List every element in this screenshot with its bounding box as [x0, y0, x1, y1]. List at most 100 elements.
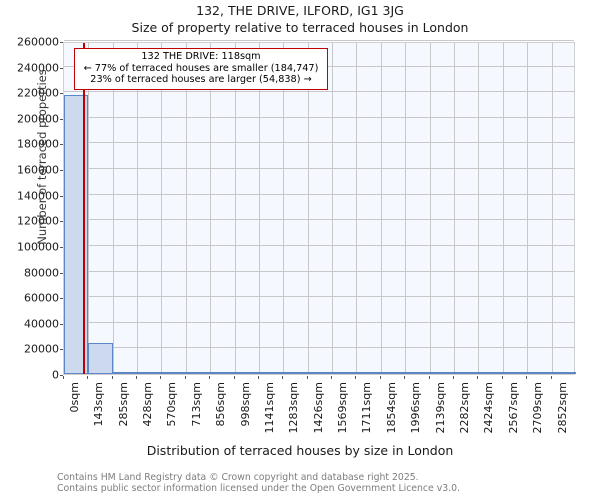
bar: [380, 372, 406, 374]
property-marker-line: [83, 43, 86, 374]
gridline-horizontal: [64, 91, 574, 93]
x-tick-mark: [282, 376, 284, 379]
y-tick-label: 160000: [17, 163, 59, 177]
gridline-horizontal: [64, 296, 574, 298]
gridline-vertical: [137, 43, 139, 374]
x-tick-label: 713sqm: [189, 382, 203, 427]
y-tick-label: 0: [52, 368, 59, 382]
y-tick-mark: [60, 93, 63, 95]
gridline-horizontal: [64, 168, 574, 170]
gridline-vertical: [307, 43, 309, 374]
attribution-footer: Contains HM Land Registry data © Crown c…: [57, 472, 460, 494]
y-tick-label: 20000: [24, 342, 59, 356]
x-tick-label: 1283sqm: [287, 382, 301, 434]
bar: [307, 372, 333, 374]
y-tick-label: 240000: [17, 61, 59, 75]
gridline-vertical: [454, 43, 456, 374]
x-tick-mark: [501, 376, 503, 379]
y-tick-label: 260000: [17, 35, 59, 49]
x-axis-label: Distribution of terraced houses by size …: [146, 443, 454, 458]
bar: [161, 372, 186, 374]
x-tick-label: 998sqm: [238, 382, 252, 427]
gridline-horizontal: [64, 142, 574, 144]
x-tick-label: 1711sqm: [360, 382, 374, 434]
x-tick-mark: [87, 376, 89, 379]
y-tick-mark: [60, 272, 63, 274]
y-tick-label: 80000: [24, 266, 59, 280]
y-tick-mark: [60, 118, 63, 120]
gridline-horizontal: [64, 116, 574, 118]
x-tick-mark: [355, 376, 357, 379]
bar: [502, 372, 528, 374]
y-tick-mark: [60, 349, 63, 351]
y-tick-mark: [60, 298, 63, 300]
gridline-horizontal: [64, 321, 574, 323]
gridline-vertical: [88, 43, 90, 374]
gridline-vertical: [210, 43, 212, 374]
y-tick-mark: [60, 246, 63, 248]
x-tick-label: 2852sqm: [555, 382, 569, 434]
footer-line-2: Contains public sector information licen…: [57, 483, 460, 495]
gridline-vertical: [429, 43, 431, 374]
gridline-vertical: [259, 43, 261, 374]
y-tick-mark: [60, 144, 63, 146]
x-tick-mark: [136, 376, 138, 379]
x-tick-label: 1141sqm: [263, 382, 277, 434]
x-tick-mark: [404, 376, 406, 379]
x-tick-mark: [209, 376, 211, 379]
x-tick-label: 2139sqm: [433, 382, 447, 434]
y-tick-mark: [60, 221, 63, 223]
bar: [527, 372, 552, 374]
y-tick-label: 200000: [17, 112, 59, 126]
gridline-vertical: [380, 43, 382, 374]
x-tick-mark: [331, 376, 333, 379]
y-tick-mark: [60, 375, 63, 376]
x-tick-label: 0sqm: [68, 382, 81, 413]
x-tick-mark: [184, 376, 186, 379]
bar: [210, 372, 235, 374]
gridline-vertical: [527, 43, 529, 374]
x-tick-label: 1569sqm: [336, 382, 350, 434]
bar: [429, 372, 455, 374]
y-tick-label: 60000: [24, 291, 59, 305]
y-tick-mark: [60, 67, 63, 69]
y-tick-label: 180000: [17, 137, 59, 151]
y-tick-mark: [60, 323, 63, 325]
gridline-horizontal: [64, 270, 574, 272]
y-axis-ticks: 0 20000 40000 60000 80000 100000 120000 140000 1…: [0, 0, 59, 500]
y-tick-mark: [60, 42, 63, 43]
property-annotation-box: 132 THE DRIVE: 118sqm ← 77% of terraced …: [74, 48, 328, 90]
x-tick-mark: [477, 376, 479, 379]
gridline-horizontal: [64, 193, 574, 195]
gridline-vertical: [112, 43, 114, 374]
annotation-line-2: ← 77% of terraced houses are smaller (18…: [83, 62, 319, 74]
y-tick-label: 120000: [17, 214, 59, 228]
bar: [356, 372, 381, 374]
x-tick-label: 285sqm: [116, 382, 130, 427]
gridline-vertical: [551, 43, 553, 374]
gridline-vertical: [185, 43, 187, 374]
x-tick-label: 1426sqm: [311, 382, 325, 434]
gridline-vertical: [161, 43, 163, 374]
bar: [551, 372, 576, 374]
x-tick-mark: [258, 376, 260, 379]
bar: [405, 372, 430, 374]
chart-subtitle: Size of property relative to terraced ho…: [131, 20, 469, 35]
x-tick-label: 2567sqm: [506, 382, 520, 434]
y-axis-label: Number of terraced properties: [35, 69, 49, 245]
x-tick-mark: [160, 376, 162, 379]
x-tick-label: 428sqm: [141, 382, 155, 427]
gridline-horizontal: [64, 244, 574, 246]
x-tick-mark: [111, 376, 113, 379]
gridline-horizontal: [64, 347, 574, 349]
bar: [283, 372, 308, 374]
y-tick-mark: [60, 195, 63, 197]
gridline-vertical: [502, 43, 504, 374]
gridline-horizontal: [64, 219, 574, 221]
x-tick-label: 143sqm: [92, 382, 106, 427]
x-tick-mark: [63, 376, 64, 379]
bar: [478, 372, 503, 374]
gridline-vertical: [478, 43, 480, 374]
page-title: 132, THE DRIVE, ILFORD, IG1 3JG: [196, 3, 404, 18]
